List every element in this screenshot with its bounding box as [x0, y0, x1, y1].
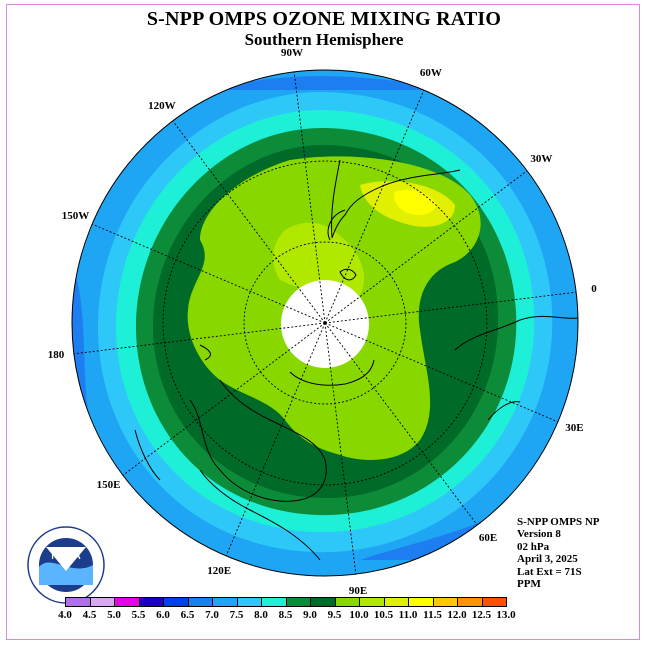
longitude-label: 60E [478, 532, 498, 545]
colorbar-label: 7.5 [229, 609, 244, 621]
info-product: S-NPP OMPS NP [517, 516, 600, 528]
longitude-label: 30E [565, 421, 584, 434]
longitude-label: 150E [96, 479, 121, 492]
colorbar-label: 13.0 [496, 609, 516, 621]
info-units: PPM [517, 578, 541, 591]
longitude-label: 90W [280, 47, 303, 60]
colorbar-swatch [212, 597, 238, 607]
colorbar-label: 5.0 [107, 609, 121, 621]
longitude-label: 120E [207, 565, 232, 578]
longitude-label: 0 [591, 282, 597, 295]
coast-ross-island [199, 344, 211, 361]
colorbar-label: 6.5 [180, 609, 195, 621]
colorbar-swatch [89, 597, 115, 607]
info-level: 02 hPa [517, 540, 550, 553]
colorbar-label: 11.5 [423, 609, 442, 621]
colorbar-swatch [383, 597, 409, 607]
colorbar-label: 12.5 [471, 609, 492, 621]
map-border [71, 69, 579, 577]
latitude-circle [243, 241, 407, 405]
colorbar-label: 10.0 [349, 609, 369, 621]
longitude-label: 120W [148, 99, 176, 112]
info-lat-ext: Lat Ext = 71S [517, 565, 582, 578]
coast-madagascar [487, 401, 521, 421]
colorbar-label: 12.0 [447, 609, 467, 621]
coast-australia [189, 379, 327, 502]
colorbar-swatch [187, 597, 213, 607]
colorbar-label: 11.0 [398, 609, 418, 621]
coast-new-zealand [134, 429, 161, 481]
colorbar-swatch [261, 597, 287, 607]
colorbar-label: 4.5 [82, 609, 97, 621]
colorbar-swatch [65, 597, 91, 607]
graticule [73, 71, 577, 575]
ozone-field [72, 70, 578, 576]
colorbar-label: 8.5 [278, 609, 293, 621]
colorbar-swatch [236, 597, 262, 607]
field-dark-blue-left [72, 260, 90, 420]
colorbar-label: 5.5 [131, 609, 146, 621]
info-block: S-NPP OMPS NP Version 8 02 hPa April 3, … [517, 516, 600, 590]
colorbar-label: 8.0 [254, 609, 268, 621]
colorbar-label: 9.5 [327, 609, 342, 621]
colorbar-label: 10.5 [373, 609, 394, 621]
coast-africa [454, 315, 578, 351]
colorbar-swatch [432, 597, 458, 607]
logo-text: NOAA [51, 551, 80, 562]
coast-south-america [331, 159, 461, 239]
noaa-logo: NOAA [27, 526, 105, 604]
colorbar-swatch [481, 597, 507, 607]
coast-antarctic-peninsula [339, 268, 357, 281]
field-max-yellow [394, 189, 437, 216]
colorbar-swatch [457, 597, 483, 607]
colorbar-swatch [138, 597, 164, 607]
plot-frame [6, 4, 640, 640]
south-pole-marker [323, 321, 327, 325]
field-core-light [273, 222, 365, 297]
info-date: April 3, 2025 [517, 553, 578, 566]
coast-indonesia [199, 469, 321, 561]
colorbar-label: 7.0 [205, 609, 219, 621]
colorbar-swatch [408, 597, 434, 607]
map-title: S-NPP OMPS OZONE MIXING RATIO [146, 8, 502, 30]
colorbar-swatch [334, 597, 360, 607]
colorbar-label: 6.0 [156, 609, 170, 621]
longitude-label: 90E [348, 584, 368, 597]
info-version: Version 8 [517, 528, 561, 541]
colorbar-swatch [163, 597, 189, 607]
colorbar-swatch [359, 597, 385, 607]
latitude-circle [162, 160, 488, 486]
colorbar-label: 9.0 [303, 609, 317, 621]
longitude-label: 30W [530, 152, 553, 165]
longitude-label: 150W [61, 210, 90, 223]
map-subtitle: Southern Hemisphere [244, 30, 404, 49]
colorbar-swatch [310, 597, 336, 607]
colorbar-label: 4.0 [58, 609, 72, 621]
coast-tierra-del-fuego [327, 209, 346, 241]
colorbar-swatch [114, 597, 140, 607]
longitude-label: 60W [419, 66, 442, 79]
longitude-label: 180 [47, 349, 65, 362]
colorbar-swatch [285, 597, 311, 607]
